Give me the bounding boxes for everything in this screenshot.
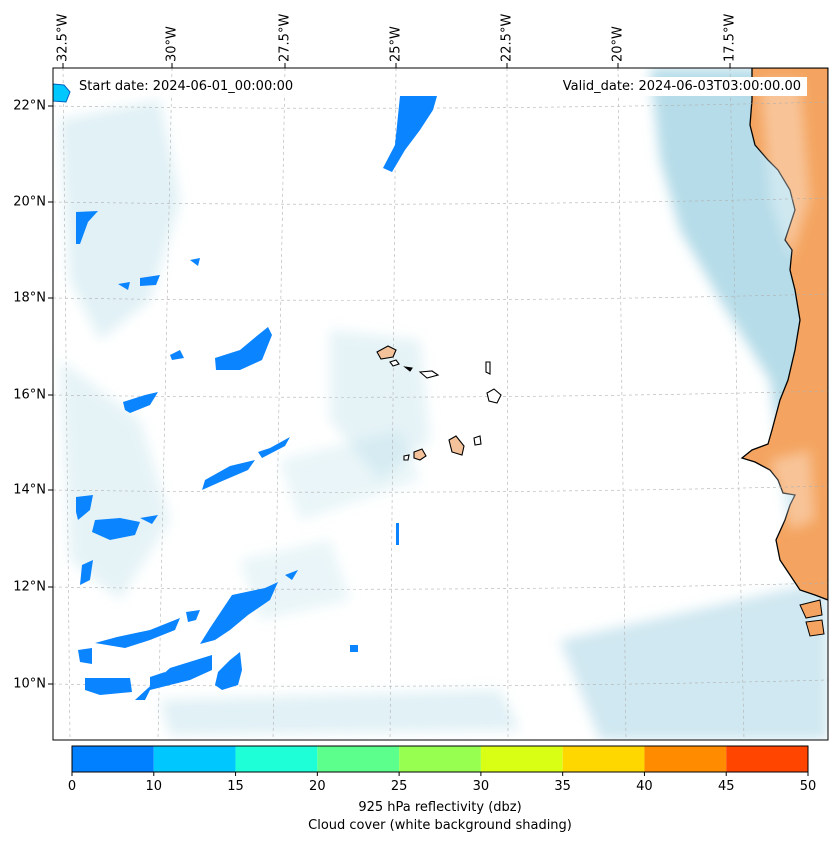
start-date-label: Start date: 2024-06-01_00:00:00 <box>73 77 300 96</box>
longitude-label: 30°W <box>165 26 180 62</box>
colorbar-segment <box>153 746 236 772</box>
parallel-line <box>53 101 828 109</box>
colorbar-segment <box>399 746 481 772</box>
longitude-label: 27.5°W <box>278 14 293 62</box>
colorbar-tick-label: 0 <box>68 779 76 794</box>
colorbar-frame <box>71 745 809 773</box>
colorbar-segment <box>480 746 563 772</box>
colorbar: 0 10 15 20 25 30 35 40 45 50 <box>68 745 817 794</box>
colorbar-segment <box>562 746 645 772</box>
cloud-cover-layer <box>60 68 828 740</box>
latitude-labels: 22°N 20°N 18°N 16°N 14°N 12°N 10°N <box>13 99 53 692</box>
longitude-labels: 32.5°W 30°W 27.5°W 25°W 22.5°W 20°W 17.5°W <box>56 14 738 68</box>
colorbar-label-line1: 925 hPa reflectivity (dbz) <box>358 800 522 815</box>
meridian-line <box>729 68 745 740</box>
colorbar-segment <box>317 746 400 772</box>
colorbar-tick-label: 35 <box>554 779 571 794</box>
parallel-line <box>53 485 828 493</box>
latitude-label: 16°N <box>13 388 46 403</box>
meridian-line <box>617 68 627 740</box>
meridian-line <box>157 68 173 740</box>
meridian-line <box>272 68 286 740</box>
colorbar-tick-label: 20 <box>309 779 326 794</box>
latitude-label: 18°N <box>13 291 46 306</box>
parallel-line <box>53 582 828 590</box>
latitude-label: 10°N <box>13 677 46 692</box>
parallel-line <box>53 390 828 398</box>
cloud-over-land <box>760 80 815 530</box>
gridlines <box>53 68 828 740</box>
parallel-line <box>53 293 828 301</box>
colorbar-tick-label: 25 <box>391 779 408 794</box>
colorbar-tick-label: 40 <box>636 779 653 794</box>
colorbar-tick-label: 10 <box>146 779 163 794</box>
meridian-line <box>62 68 71 740</box>
reflectivity-10-15-patch <box>53 83 71 103</box>
colorbar-label-line2: Cloud cover (white background shading) <box>308 818 572 833</box>
meridian-line <box>506 68 509 740</box>
latitude-label: 14°N <box>13 483 46 498</box>
cape-verde-islands <box>376 345 502 461</box>
longitude-label: 32.5°W <box>56 14 71 62</box>
colorbar-segment <box>726 746 808 772</box>
parallel-line <box>53 197 828 205</box>
colorbar-tick-label: 45 <box>718 779 735 794</box>
map-frame <box>52 67 829 741</box>
colorbar-segment <box>644 746 727 772</box>
latitude-label: 20°N <box>13 195 46 210</box>
meridian-line <box>389 68 397 740</box>
longitude-label: 22.5°W <box>500 14 515 62</box>
latitude-label: 22°N <box>13 99 46 114</box>
valid-date-label: Valid_date: 2024-06-03T03:00:00.00 <box>556 77 807 96</box>
colorbar-segment <box>235 746 318 772</box>
longitude-label: 17.5°W <box>723 14 738 62</box>
colorbar-segment <box>72 746 154 772</box>
latitude-label: 12°N <box>13 580 46 595</box>
colorbar-tick-label: 50 <box>800 779 817 794</box>
colorbar-tick-label: 30 <box>473 779 490 794</box>
colorbar-tick-label: 15 <box>227 779 244 794</box>
reflectivity-layer <box>76 96 437 700</box>
longitude-label: 20°W <box>611 26 626 62</box>
longitude-label: 25°W <box>389 26 404 62</box>
